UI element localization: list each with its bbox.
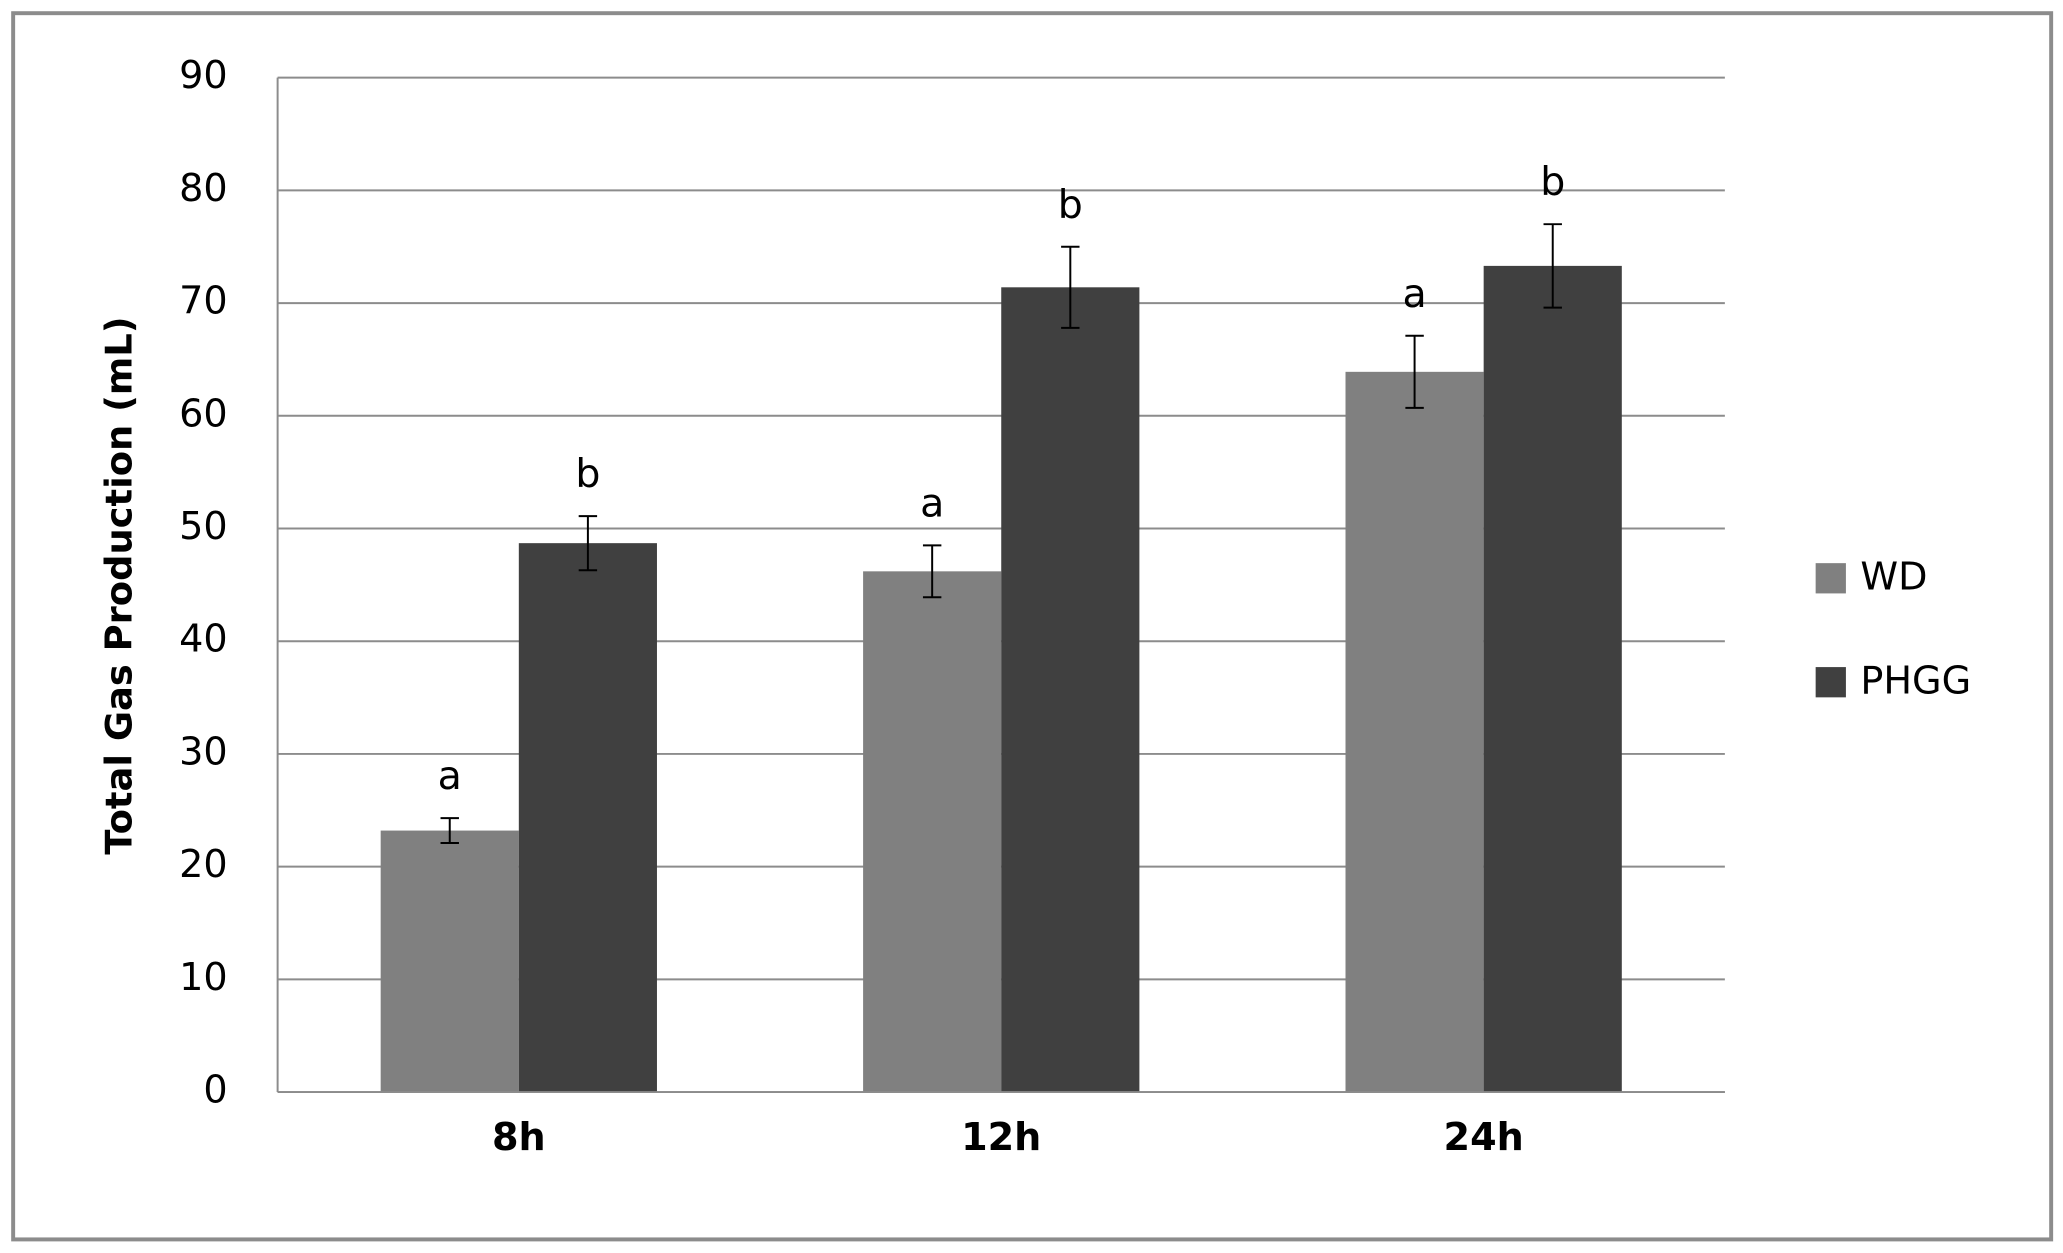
y-tick-label: 10 (179, 955, 228, 999)
y-tick-label: 70 (179, 279, 228, 323)
bar (518, 543, 657, 1093)
bar (1001, 287, 1140, 1093)
significance-letter: b (1540, 159, 1565, 205)
x-tick-label: 12h (961, 1115, 1041, 1159)
y-tick-label: 20 (179, 842, 228, 886)
significance-letter: b (1058, 182, 1083, 228)
error-bar (440, 817, 459, 844)
error-bar (1061, 245, 1080, 329)
error-bar (578, 515, 598, 572)
y-tick-label: 0 (203, 1068, 227, 1112)
y-tick-label: 80 (179, 166, 228, 210)
x-tick-label: 24h (1444, 1115, 1524, 1159)
bar (1345, 371, 1484, 1093)
legend-label: WD (1860, 554, 1927, 598)
significance-letter: a (438, 753, 462, 799)
bar (380, 830, 519, 1093)
bar (863, 571, 1002, 1093)
legend-swatch (1815, 563, 1846, 594)
x-tick-label: 8h (492, 1115, 546, 1159)
bar (1483, 265, 1622, 1093)
y-tick-label: 40 (179, 617, 228, 661)
y-tick-label: 50 (179, 504, 228, 548)
significance-letter: a (920, 480, 944, 526)
legend-swatch (1815, 667, 1846, 698)
legend-label: PHGG (1860, 658, 1971, 702)
error-bar (922, 544, 942, 599)
error-bar (1405, 334, 1424, 409)
y-tick-label: 60 (179, 391, 228, 435)
significance-letter: b (575, 451, 600, 497)
y-tick-label: 90 (179, 53, 228, 97)
significance-letter: a (1402, 271, 1426, 317)
y-tick-label: 30 (179, 729, 228, 773)
y-axis-title: Total Gas Production (mL) (98, 316, 141, 854)
error-bar (1543, 223, 1562, 309)
